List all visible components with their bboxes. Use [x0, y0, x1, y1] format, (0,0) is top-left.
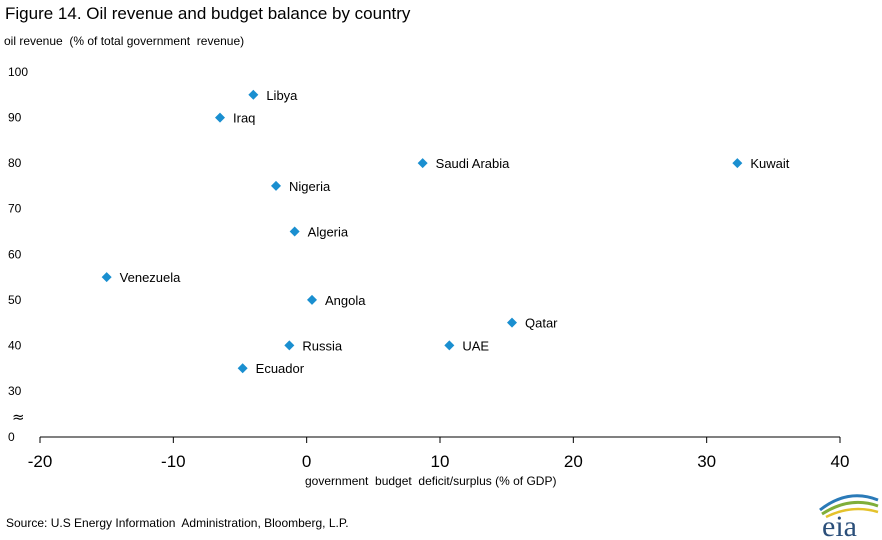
eia-logo: eia	[819, 494, 879, 538]
data-point-uae	[444, 340, 455, 351]
data-label: Algeria	[308, 225, 349, 240]
data-point-russia	[284, 340, 295, 351]
chart-title: Figure 14. Oil revenue and budget balanc…	[5, 4, 411, 23]
x-axis-label: government budget deficit/surplus (% of …	[305, 474, 557, 488]
y-tick-label: 0	[8, 430, 15, 444]
data-point-venezuela	[101, 272, 112, 283]
data-label: Iraq	[233, 111, 255, 126]
y-tick-label: 80	[8, 156, 22, 170]
data-point-angola	[307, 294, 317, 305]
data-label: Angola	[325, 293, 366, 308]
data-label: Ecuador	[256, 361, 305, 376]
data-label: Russia	[302, 338, 343, 353]
y-axis-ticks: 0 30 40 50 60 70 80 90 100 ≈	[8, 65, 28, 444]
data-label: Qatar	[525, 316, 558, 331]
y-tick-label: 40	[8, 338, 22, 352]
logo-swoosh-yellow	[825, 507, 879, 519]
y-axis-label: oil revenue (% of total government reven…	[4, 34, 245, 48]
y-tick-label: 90	[8, 111, 22, 125]
y-tick-label: 30	[8, 384, 22, 398]
data-label: Saudi Arabia	[436, 156, 510, 171]
x-tick-label: -10	[161, 452, 186, 471]
data-point-qatar	[507, 317, 517, 328]
data-label: Nigeria	[289, 179, 331, 194]
data-label: UAE	[462, 338, 489, 353]
x-tick-label: 0	[302, 452, 311, 471]
data-point-iraq	[215, 112, 225, 123]
y-tick-label: 50	[8, 293, 22, 307]
x-tick-label: -20	[28, 452, 53, 471]
logo-text: eia	[822, 510, 857, 538]
data-point-kuwait	[732, 158, 743, 169]
x-tick-label: 20	[564, 452, 583, 471]
data-point-ecuador	[237, 363, 248, 374]
y-tick-label: 60	[8, 247, 22, 261]
y-tick-label: 70	[8, 202, 22, 216]
data-points: Libya Iraq Saudi Arabia Kuwait Nigeria Algeri…	[101, 88, 790, 376]
x-tick-label: 40	[831, 452, 850, 471]
x-tick-label: 30	[697, 452, 716, 471]
data-point-algeria	[289, 226, 300, 237]
source-note: Source: U.S Energy Information Administr…	[6, 516, 349, 530]
y-tick-label: 100	[8, 65, 28, 79]
data-point-saudi-arabia	[417, 158, 428, 169]
data-point-libya	[248, 89, 259, 100]
data-label: Venezuela	[120, 270, 181, 285]
logo-swoosh-blue	[819, 494, 879, 512]
data-label: Libya	[266, 88, 298, 103]
logo-swoosh-green	[821, 500, 879, 516]
axis-break-symbol: ≈	[12, 408, 25, 426]
data-point-nigeria	[271, 180, 281, 191]
x-axis-ticks: -20 -10 0 10 20 30 40	[28, 437, 850, 471]
x-tick-label: 10	[431, 452, 450, 471]
data-label: Kuwait	[750, 156, 789, 171]
